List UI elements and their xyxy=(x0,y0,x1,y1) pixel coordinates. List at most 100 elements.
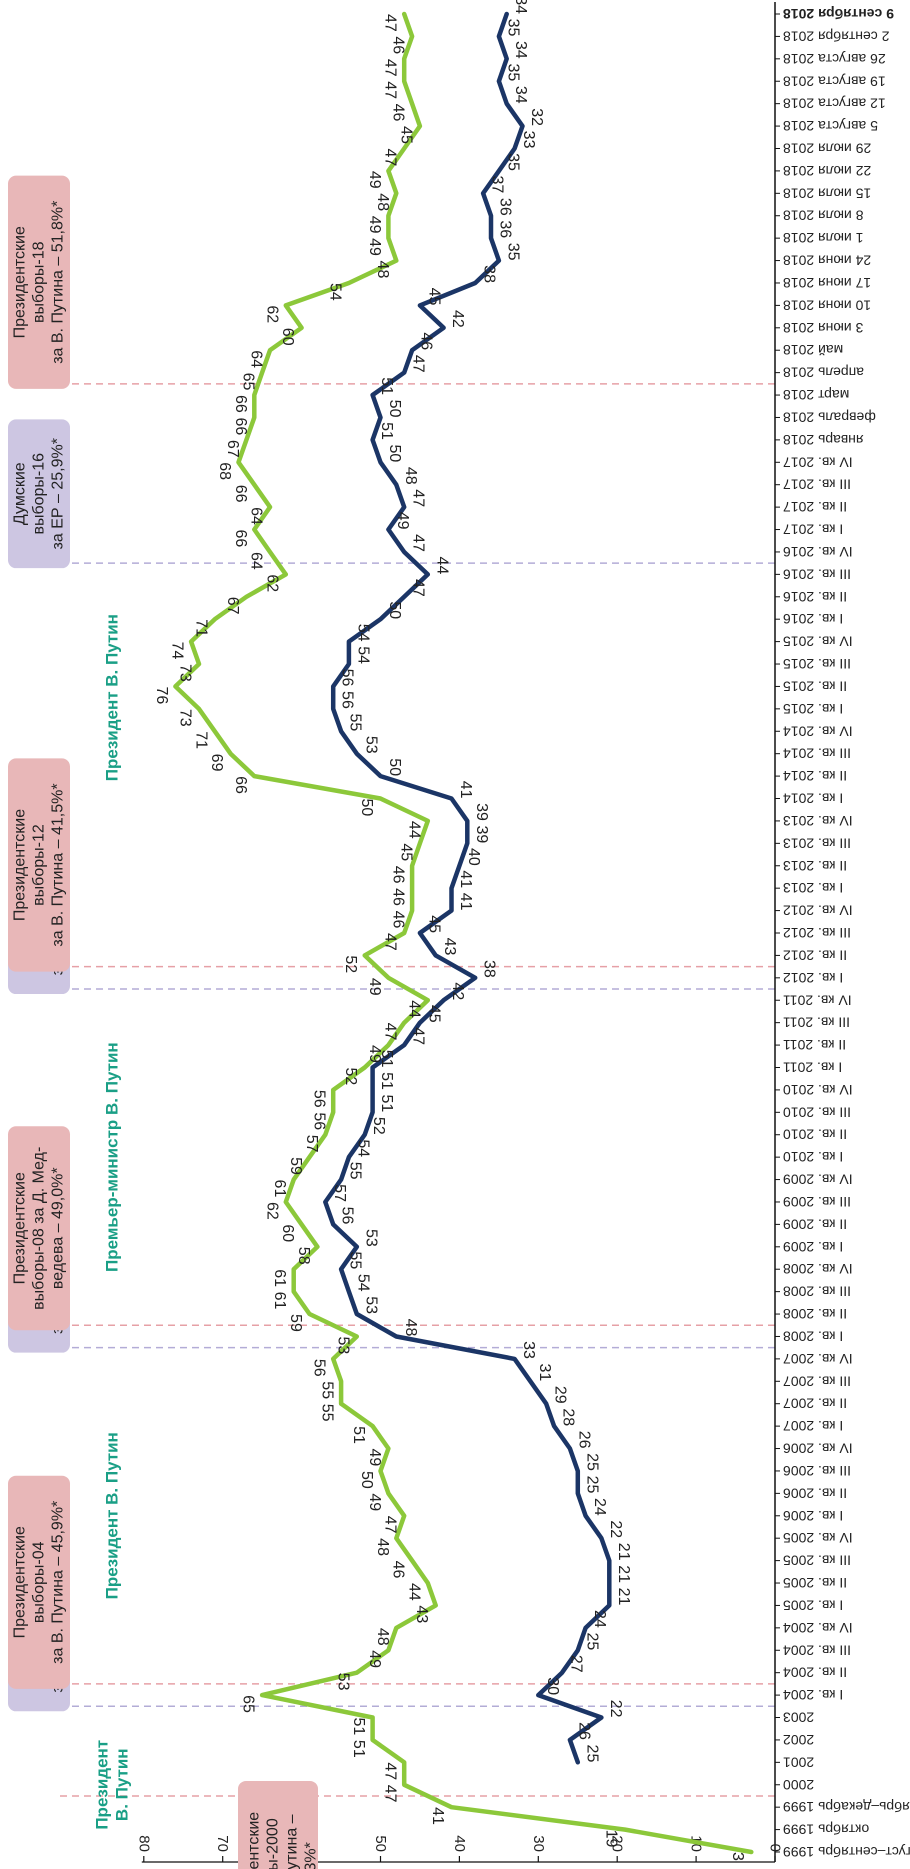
data-label-green: 48 xyxy=(374,1538,391,1556)
period-label: II кв. 2004 xyxy=(783,1665,847,1681)
data-label-navy: 47 xyxy=(410,489,427,507)
data-label-navy: 48 xyxy=(402,1319,419,1337)
data-label-green: 67 xyxy=(224,597,241,615)
data-label-green: 61 xyxy=(271,1269,288,1287)
data-label-navy: 53 xyxy=(362,1296,379,1314)
period-label: IV кв. 2007 xyxy=(783,1351,853,1367)
data-label-navy: 35 xyxy=(504,153,521,171)
event-box-line: Думские xyxy=(12,462,29,525)
data-label-navy: 39 xyxy=(473,826,490,844)
period-label: III кв. 2015 xyxy=(783,656,851,672)
data-label-navy: 41 xyxy=(457,893,474,911)
event-box-line: выборы-18 xyxy=(31,241,48,323)
data-label-navy: 38 xyxy=(481,960,498,978)
period-label: III кв. 2008 xyxy=(783,1284,851,1300)
data-label-green: 52 xyxy=(342,955,359,973)
data-label-green: 49 xyxy=(366,216,383,234)
event-box-pink xyxy=(238,1780,318,1869)
data-label-green: 61 xyxy=(271,1292,288,1310)
data-label-navy: 50 xyxy=(386,601,403,619)
data-label-navy: 45 xyxy=(425,915,442,933)
era-annotation: Президент xyxy=(93,1740,112,1830)
event-box-line: за В. Путина – 45,9%* xyxy=(50,1501,67,1664)
event-box-text: Президентские выборы-2000 за В. Путина –36… xyxy=(246,1812,320,1869)
data-label-navy: 53 xyxy=(362,736,379,754)
period-label: IV кв. 2005 xyxy=(783,1530,853,1546)
period-label: III кв. 2011 xyxy=(783,1015,850,1031)
event-box-line: Президентские xyxy=(12,809,29,921)
period-label: 19 августа 2018 xyxy=(783,73,886,89)
period-label: III кв. 2010 xyxy=(783,1104,851,1120)
data-label-green: 47 xyxy=(382,148,399,166)
data-label-green: 47 xyxy=(382,933,399,951)
period-label: III кв. 2013 xyxy=(783,835,851,851)
period-label: март 2018 xyxy=(783,387,850,403)
data-label-green: 62 xyxy=(263,305,280,323)
period-label: 2001 xyxy=(783,1754,814,1770)
value-tick-label: 30 xyxy=(530,1835,547,1852)
event-box-line: за В. Путина – 51,8%* xyxy=(50,201,67,364)
data-label-green: 62 xyxy=(263,574,280,592)
data-label-green: 49 xyxy=(366,238,383,256)
value-tick-label: 20 xyxy=(609,1835,626,1852)
data-label-navy: 36 xyxy=(496,220,513,238)
event-box-line: выборы-16 xyxy=(31,453,48,535)
period-label: II кв. 2009 xyxy=(783,1216,847,1232)
data-label-navy: 55 xyxy=(347,1162,364,1180)
data-label-green: 59 xyxy=(287,1314,304,1332)
data-label-navy: 22 xyxy=(607,1700,624,1718)
data-label-green: 64 xyxy=(248,552,265,570)
data-label-green: 47 xyxy=(382,14,399,32)
period-label: IV кв. 2011 xyxy=(783,992,852,1008)
data-label-navy: 40 xyxy=(465,848,482,866)
data-label-green: 49 xyxy=(366,1493,383,1511)
data-label-navy: 25 xyxy=(583,1476,600,1494)
period-label: II кв. 2017 xyxy=(783,499,847,515)
period-label: I кв. 2016 xyxy=(783,611,843,627)
period-label: май 2018 xyxy=(783,342,843,358)
period-label: I кв. 2017 xyxy=(783,522,843,538)
data-label-navy: 53 xyxy=(362,1229,379,1247)
period-label: IV кв. 2013 xyxy=(783,813,853,829)
data-label-navy: 42 xyxy=(449,310,466,328)
series-line-green xyxy=(173,11,754,1855)
period-label: IV кв. 2017 xyxy=(783,454,853,470)
series-layer xyxy=(173,11,754,1855)
data-label-green: 66 xyxy=(232,776,249,794)
period-label: 26 августа 2018 xyxy=(783,51,886,67)
period-label: III кв. 2007 xyxy=(783,1373,851,1389)
data-label-navy: 27 xyxy=(567,1655,584,1673)
period-label: IV кв. 2015 xyxy=(783,634,853,650)
data-label-green: 46 xyxy=(390,36,407,54)
data-label-green: 62 xyxy=(263,1202,280,1220)
data-label-green: 64 xyxy=(248,507,265,525)
period-label: II кв. 2010 xyxy=(783,1127,847,1143)
data-label-green: 68 xyxy=(216,462,233,480)
data-label-navy: 51 xyxy=(378,1050,395,1068)
data-label-navy: 29 xyxy=(552,1386,569,1404)
data-label-navy: 55 xyxy=(347,1251,364,1269)
data-label-navy: 21 xyxy=(615,1588,632,1606)
data-label-green: 66 xyxy=(232,417,249,435)
period-label: IV кв. 2004 xyxy=(783,1620,853,1636)
data-label-green: 51 xyxy=(350,1718,367,1736)
data-label-navy: 47 xyxy=(410,534,427,552)
data-label-green: 53 xyxy=(334,1673,351,1691)
data-label-green: 48 xyxy=(374,193,391,211)
period-label: 2 сентября 2018 xyxy=(783,28,890,44)
data-label-green: 47 xyxy=(382,59,399,77)
data-label-navy: 48 xyxy=(402,467,419,485)
period-label: 1 июля 2018 xyxy=(783,230,864,246)
data-label-green: 56 xyxy=(311,1090,328,1108)
data-label-green: 66 xyxy=(232,395,249,413)
data-label-green: 41 xyxy=(429,1807,446,1825)
data-label-green: 49 xyxy=(366,978,383,996)
value-tick-label: 0 xyxy=(767,1844,784,1852)
data-label-green: 71 xyxy=(192,619,209,637)
period-label: II кв. 2007 xyxy=(783,1396,847,1412)
period-label: I кв. 2009 xyxy=(783,1239,843,1255)
data-label-navy: 49 xyxy=(394,512,411,530)
period-label: III кв. 2012 xyxy=(783,925,851,941)
event-box-pink xyxy=(8,1475,70,1689)
data-label-green: 65 xyxy=(240,1695,257,1713)
